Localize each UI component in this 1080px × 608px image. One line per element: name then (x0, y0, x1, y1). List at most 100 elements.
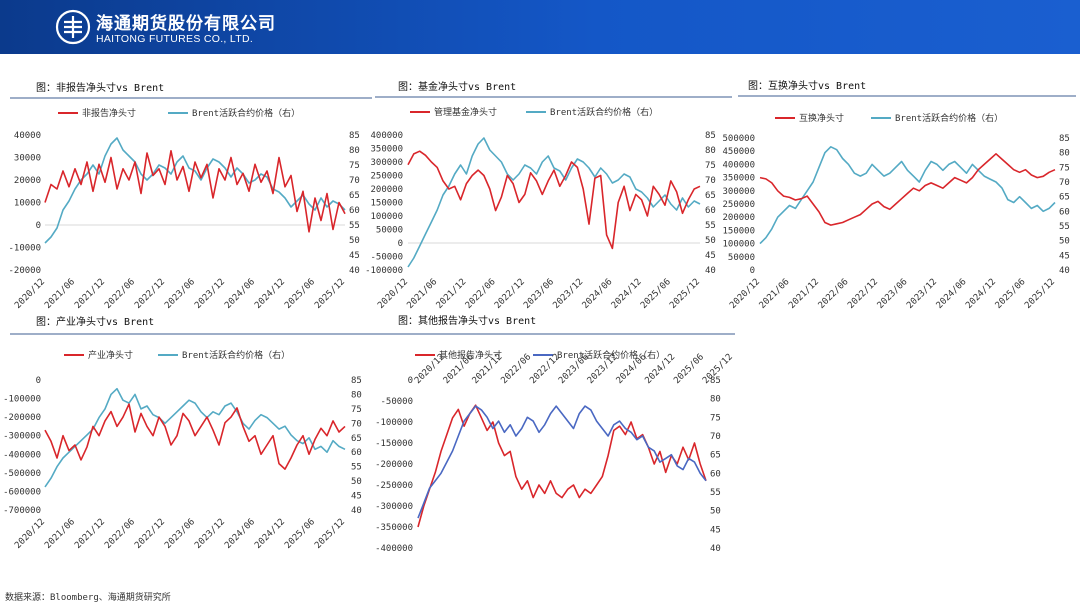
legend-label: 其他报告净头寸 (439, 349, 502, 361)
right-tick-label: 55 (349, 221, 360, 231)
right-tick-label: 55 (1059, 222, 1070, 232)
legend-label: Brent活跃合约价格（右） (182, 349, 290, 361)
chart-5: 图：其他报告净头寸vs Brent 其他报告净头寸 Brent活跃合约价格（右） -4… (375, 314, 735, 554)
right-tick-label: 70 (710, 432, 721, 442)
right-tick-label: 45 (710, 525, 721, 535)
left-tick-label: 200000 (722, 213, 755, 223)
left-tick-label: 400000 (722, 160, 755, 170)
chart-1: 图：非报告净头寸vs Brent 非报告净头寸 Brent活跃合约价格（右） -200… (8, 81, 372, 311)
right-tick-label: 40 (705, 266, 716, 276)
header-banner: 海通期货股份有限公司 HAITONG FUTURES CO., LTD. (0, 0, 1080, 54)
right-tick-label: 50 (710, 507, 721, 517)
legend-label: Brent活跃合约价格（右） (557, 349, 665, 361)
series-line-position (407, 150, 701, 250)
company-name-en: HAITONG FUTURES CO., LTD. (96, 33, 254, 45)
right-tick-label: 50 (351, 477, 362, 487)
chart-2: 图：基金净头寸vs Brent 管理基金净头寸 Brent活跃合约价格（右） -100… (365, 80, 732, 311)
x-tick-label: 2024/12 (610, 277, 644, 311)
right-tick-label: 80 (349, 146, 360, 156)
right-tick-label: 60 (349, 206, 360, 216)
left-tick-label: 300000 (722, 187, 755, 197)
left-tick-label: 100000 (722, 240, 755, 250)
x-tick-label: 2025/06 (283, 277, 317, 311)
left-tick-label: 0 (408, 376, 413, 386)
right-tick-label: 85 (351, 376, 362, 386)
right-tick-label: 40 (1059, 266, 1070, 276)
left-tick-label: 200000 (370, 185, 403, 195)
x-tick-label: 2025/06 (283, 517, 317, 551)
right-tick-label: 85 (349, 131, 360, 141)
right-tick-label: 40 (710, 544, 721, 554)
x-tick-label: 2024/12 (253, 517, 287, 551)
left-tick-label: 0 (398, 239, 403, 249)
right-tick-label: 65 (1059, 193, 1070, 203)
right-tick-label: 50 (1059, 237, 1070, 247)
left-tick-label: 500000 (722, 134, 755, 144)
right-tick-label: 70 (705, 176, 716, 186)
chart-title: 图：产业净头寸vs Brent (36, 315, 154, 328)
left-tick-label: -100000 (365, 266, 403, 276)
company-name-cn: 海通期货股份有限公司 (96, 14, 276, 34)
x-tick-label: 2022/06 (103, 277, 137, 311)
left-tick-label: -500000 (3, 469, 41, 479)
x-tick-label: 2022/06 (464, 277, 498, 311)
left-tick-label: 150000 (722, 226, 755, 236)
left-tick-label: 0 (36, 221, 41, 231)
left-tick-label: 250000 (722, 200, 755, 210)
legend-label: 管理基金净头寸 (434, 106, 497, 118)
legend-label: 产业净头寸 (88, 349, 133, 361)
series-line-position (417, 404, 707, 528)
left-tick-label: 250000 (370, 172, 403, 182)
left-tick-label: -600000 (3, 487, 41, 497)
source-note: 数据来源：Bloomberg、海通期货研究所 (5, 591, 171, 603)
left-tick-label: -10000 (8, 244, 41, 254)
right-tick-label: 55 (705, 221, 716, 231)
left-tick-label: -100000 (3, 395, 41, 405)
x-tick-label: 2022/06 (499, 352, 533, 386)
x-tick-label: 2025/12 (668, 277, 702, 311)
left-tick-label: -100000 (375, 418, 413, 428)
x-tick-label: 2022/06 (817, 277, 851, 311)
right-tick-label: 60 (351, 448, 362, 458)
right-tick-label: 60 (705, 206, 716, 216)
x-tick-label: 2021/12 (73, 517, 107, 551)
x-tick-label: 2024/12 (253, 277, 287, 311)
right-tick-label: 75 (1059, 163, 1070, 173)
right-tick-label: 70 (1059, 178, 1070, 188)
x-tick-label: 2025/06 (672, 352, 706, 386)
right-tick-label: 65 (710, 451, 721, 461)
x-tick-label: 2022/12 (133, 277, 167, 311)
left-tick-label: -300000 (3, 432, 41, 442)
x-tick-label: 2022/06 (103, 517, 137, 551)
left-tick-label: -300000 (375, 502, 413, 512)
legend-label: 非报告净头寸 (82, 107, 136, 119)
chart-title: 图：非报告净头寸vs Brent (36, 81, 164, 94)
x-tick-label: 2025/12 (313, 277, 347, 311)
legend-label: Brent活跃合约价格（右） (895, 112, 1003, 124)
right-tick-label: 40 (351, 506, 362, 516)
right-tick-label: 75 (705, 161, 716, 171)
right-tick-label: 40 (349, 266, 360, 276)
right-tick-label: 45 (349, 251, 360, 261)
right-tick-label: 55 (710, 488, 721, 498)
left-tick-label: 450000 (722, 147, 755, 157)
legend-label: Brent活跃合约价格（右） (192, 107, 300, 119)
chart-title: 图：基金净头寸vs Brent (398, 80, 516, 93)
left-tick-label: 40000 (14, 131, 41, 141)
x-tick-label: 2022/12 (846, 277, 880, 311)
right-tick-label: 50 (705, 236, 716, 246)
x-tick-label: 2020/12 (13, 277, 47, 311)
x-tick-label: 2020/12 (413, 352, 447, 386)
x-tick-label: 2023/12 (193, 517, 227, 551)
legend-label: Brent活跃合约价格（右） (550, 106, 658, 118)
x-tick-label: 2021/06 (43, 277, 77, 311)
x-tick-label: 2023/06 (163, 517, 197, 551)
left-tick-label: 350000 (722, 174, 755, 184)
x-tick-label: 2025/12 (313, 517, 347, 551)
left-tick-label: -150000 (375, 439, 413, 449)
series-line-brent (759, 146, 1056, 245)
left-tick-label: 150000 (370, 199, 403, 209)
right-tick-label: 80 (705, 146, 716, 156)
left-tick-label: -50000 (380, 397, 413, 407)
series-line-position (759, 153, 1056, 226)
